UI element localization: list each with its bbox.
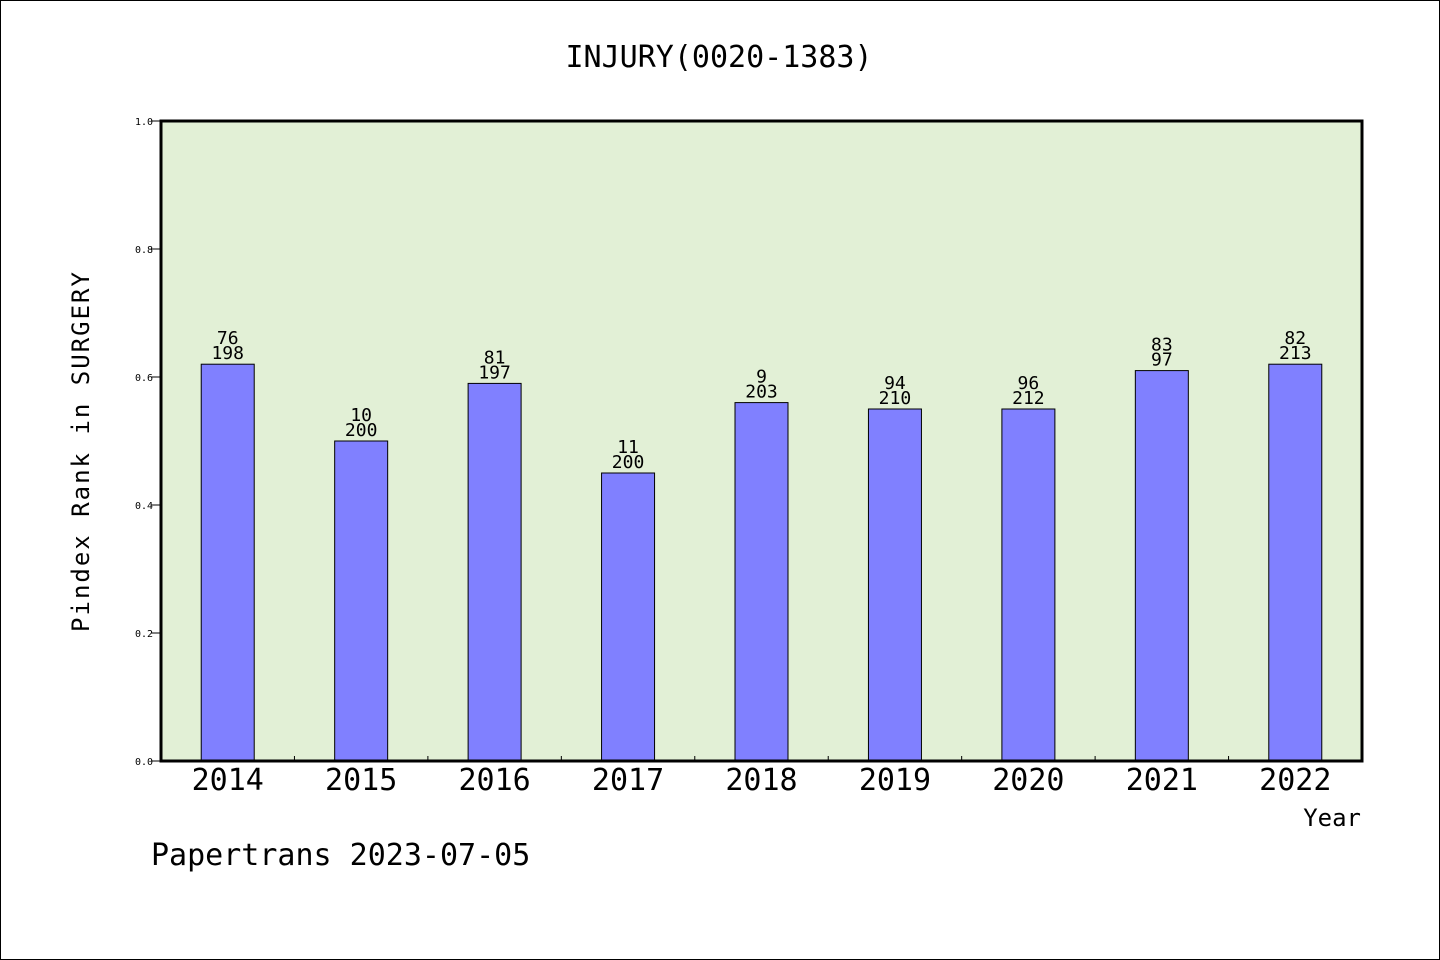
bar-label-bottom: 210 [879, 388, 912, 409]
x-tick-label: 2020 [992, 763, 1064, 798]
bar [601, 472, 656, 762]
bar-label-bottom: 212 [1012, 388, 1045, 409]
bar-label-bottom: 203 [745, 382, 778, 403]
bar-label-bottom: 197 [478, 362, 511, 383]
x-tick-label: 2019 [859, 763, 931, 798]
y-tick-label: 1.0 [135, 117, 153, 128]
bar-label-bottom: 200 [345, 420, 378, 441]
bar-label-top: 96 [1018, 373, 1040, 394]
x-tick-label: 2022 [1259, 763, 1331, 798]
y-tick-label: 0.6 [135, 373, 153, 384]
bar-label-bottom: 97 [1151, 350, 1173, 371]
bar [334, 440, 389, 762]
y-tick-label: 0.0 [135, 757, 153, 768]
x-tick-label: 2015 [325, 763, 397, 798]
bar-label-bottom: 213 [1279, 343, 1312, 364]
bar [734, 402, 789, 762]
x-axis-label: Year [1303, 804, 1361, 832]
bar-label-top: 9 [756, 367, 767, 388]
bar-label-top: 83 [1151, 335, 1173, 356]
x-tick-label: 2016 [458, 763, 530, 798]
bar [867, 408, 922, 762]
y-tick-label: 0.4 [135, 501, 153, 512]
footer-text: Papertrans 2023-07-05 [151, 838, 530, 873]
x-tick-label: 2014 [192, 763, 264, 798]
bar-label-top: 11 [617, 437, 639, 458]
bar [1134, 370, 1189, 762]
x-tick-label: 2017 [592, 763, 664, 798]
y-tick-label: 0.2 [135, 629, 153, 640]
bar-label-top: 10 [350, 405, 372, 426]
bar-label-top: 82 [1284, 328, 1306, 349]
bar [1268, 363, 1323, 762]
bar-label-top: 76 [217, 328, 239, 349]
plot-frame [159, 119, 1364, 763]
bar-label-bottom: 198 [211, 343, 244, 364]
x-tick-label: 2021 [1126, 763, 1198, 798]
bar-label-top: 81 [484, 347, 506, 368]
y-axis-label: Pindex Rank in SURGERY [67, 270, 95, 632]
y-tick-label: 0.8 [135, 245, 153, 256]
bar [467, 382, 522, 762]
bar [1001, 408, 1056, 762]
bar [200, 363, 255, 762]
chart-title: INJURY(0020-1383) [565, 40, 872, 75]
bar-label-top: 94 [884, 373, 906, 394]
x-tick-label: 2018 [725, 763, 797, 798]
bar-label-bottom: 200 [612, 452, 645, 473]
